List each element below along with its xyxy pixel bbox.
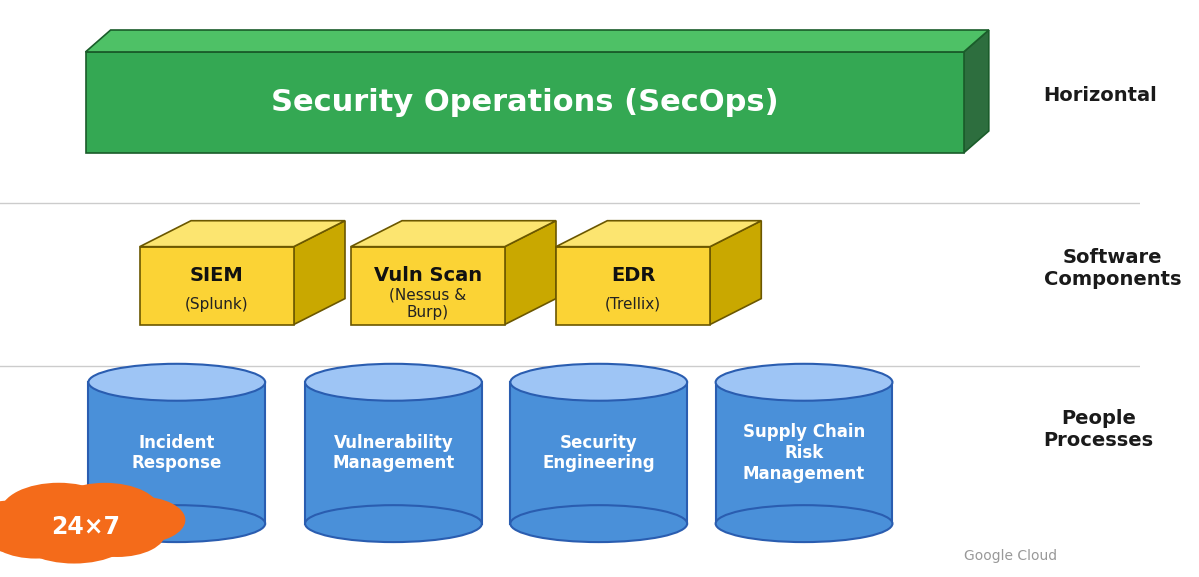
Polygon shape	[350, 247, 505, 324]
Text: Security
Engineering: Security Engineering	[542, 433, 655, 473]
Text: Vuln Scan: Vuln Scan	[374, 266, 482, 284]
Ellipse shape	[305, 364, 482, 400]
Polygon shape	[140, 221, 345, 247]
Text: Security Operations (SecOps): Security Operations (SecOps)	[271, 88, 778, 117]
Circle shape	[13, 501, 135, 564]
Text: Horizontal: Horizontal	[1043, 86, 1157, 104]
Circle shape	[92, 496, 186, 544]
Polygon shape	[89, 382, 265, 524]
Polygon shape	[350, 221, 556, 247]
Circle shape	[0, 509, 84, 559]
Ellipse shape	[305, 505, 482, 542]
Circle shape	[50, 483, 159, 538]
Polygon shape	[511, 382, 687, 524]
Ellipse shape	[716, 505, 892, 542]
Text: People
Processes: People Processes	[1043, 409, 1153, 451]
Polygon shape	[505, 221, 556, 324]
Polygon shape	[140, 247, 294, 324]
Text: Incident
Response: Incident Response	[132, 433, 222, 473]
Ellipse shape	[89, 505, 265, 542]
Polygon shape	[716, 382, 892, 524]
Ellipse shape	[89, 364, 265, 400]
Text: Google Cloud: Google Cloud	[964, 549, 1056, 563]
Text: (Splunk): (Splunk)	[185, 297, 248, 312]
Polygon shape	[710, 221, 761, 324]
Text: Software
Components: Software Components	[1043, 248, 1181, 289]
Text: Vulnerability
Management: Vulnerability Management	[332, 433, 454, 473]
Polygon shape	[85, 30, 989, 52]
Polygon shape	[964, 30, 989, 153]
Ellipse shape	[716, 364, 892, 400]
Polygon shape	[85, 52, 964, 153]
Text: Supply Chain
Risk
Management: Supply Chain Risk Management	[743, 423, 866, 483]
Polygon shape	[305, 382, 482, 524]
Text: (Trellix): (Trellix)	[605, 297, 661, 312]
Polygon shape	[556, 221, 761, 247]
Ellipse shape	[511, 364, 687, 400]
Polygon shape	[556, 247, 710, 324]
Circle shape	[0, 500, 67, 552]
Ellipse shape	[511, 505, 687, 542]
Polygon shape	[294, 221, 345, 324]
Text: (Nessus &
Burp): (Nessus & Burp)	[388, 288, 466, 320]
Text: EDR: EDR	[610, 266, 655, 284]
Circle shape	[0, 483, 118, 542]
Text: 24×7: 24×7	[52, 515, 120, 539]
Circle shape	[68, 508, 165, 557]
Text: SIEM: SIEM	[189, 266, 243, 284]
